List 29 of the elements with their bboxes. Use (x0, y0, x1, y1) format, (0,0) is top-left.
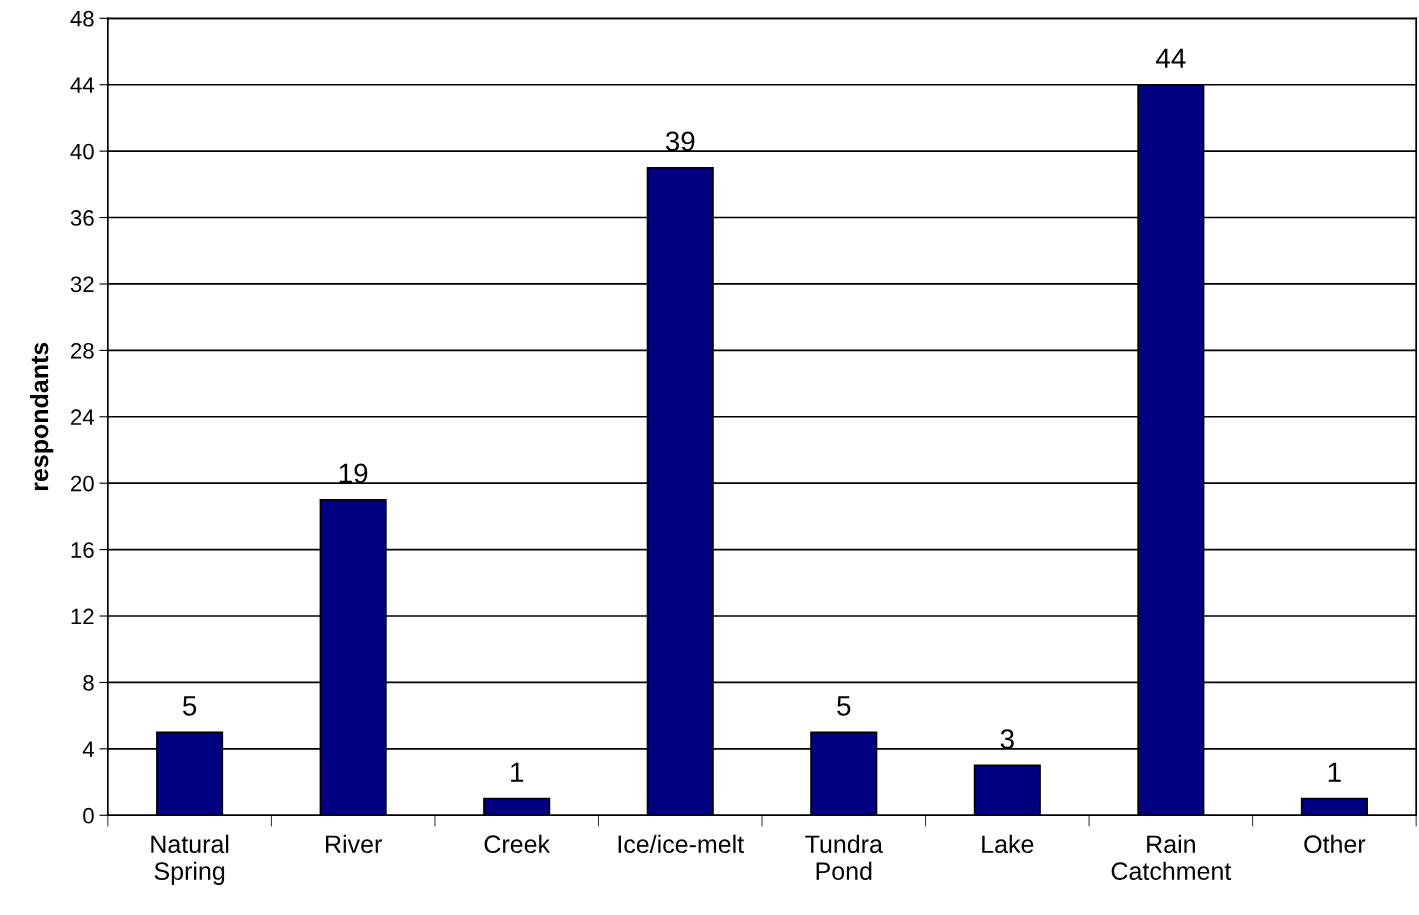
x-tick-label: Natural Spring (151, 834, 229, 885)
x-tick-label: Creek (484, 834, 551, 854)
data-label: 5 (837, 696, 851, 716)
x-tick-label: River (326, 834, 382, 854)
y-tick-label: 28 (71, 342, 94, 359)
y-tick-label: 8 (83, 674, 94, 691)
y-tick-label: 32 (70, 276, 94, 293)
data-label: 19 (339, 463, 368, 484)
y-tick-label: 4 (82, 741, 94, 757)
y-tick-label: 36 (70, 210, 94, 226)
data-label: 5 (183, 696, 197, 716)
y-tick-label: 16 (71, 542, 94, 558)
y-tick-label: 24 (71, 409, 94, 425)
x-tick-label: Tundra Pond (805, 834, 883, 880)
x-tick-label: Other (1304, 834, 1366, 854)
x-tick-label: Rain Catchment (1111, 834, 1232, 880)
data-label: 44 (1156, 48, 1186, 68)
y-tick-label: 12 (71, 608, 94, 625)
x-tick-label: Ice/ice-melt (618, 834, 744, 854)
y-tick-label: 48 (70, 10, 94, 27)
y-tick-label: 40 (70, 143, 94, 160)
data-label: 1 (1328, 762, 1341, 782)
y-tick-label: 20 (71, 475, 94, 492)
y-axis-title: respondants (29, 342, 54, 491)
data-label: 1 (511, 762, 524, 782)
x-tick-label: Lake (982, 834, 1034, 854)
y-tick-label: 0 (83, 807, 94, 824)
data-label: 39 (665, 131, 695, 152)
y-tick-label: 44 (70, 77, 94, 93)
